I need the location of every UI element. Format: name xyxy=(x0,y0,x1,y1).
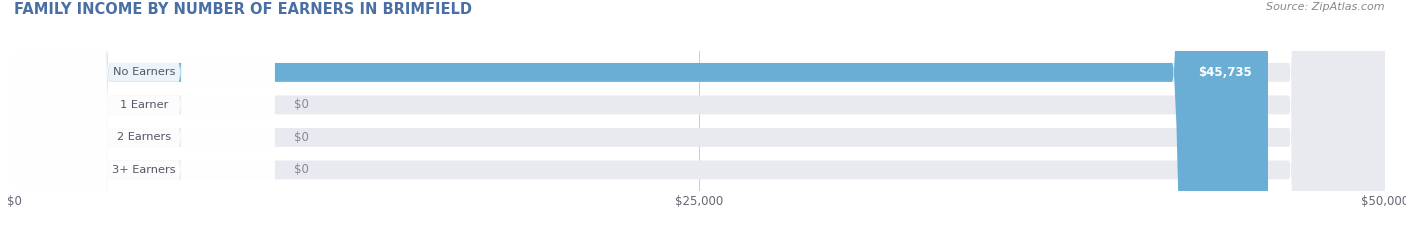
FancyBboxPatch shape xyxy=(14,0,274,233)
Text: $45,735: $45,735 xyxy=(1198,66,1251,79)
FancyBboxPatch shape xyxy=(14,0,1385,233)
FancyBboxPatch shape xyxy=(14,0,274,233)
FancyBboxPatch shape xyxy=(14,0,274,233)
FancyBboxPatch shape xyxy=(14,0,1268,233)
Text: No Earners: No Earners xyxy=(112,67,176,77)
FancyBboxPatch shape xyxy=(14,0,1385,233)
Text: 2 Earners: 2 Earners xyxy=(117,132,172,142)
FancyBboxPatch shape xyxy=(14,0,274,233)
Text: Source: ZipAtlas.com: Source: ZipAtlas.com xyxy=(1267,2,1385,12)
Text: $0: $0 xyxy=(294,98,308,111)
Text: 3+ Earners: 3+ Earners xyxy=(112,165,176,175)
Text: $0: $0 xyxy=(294,163,308,176)
FancyBboxPatch shape xyxy=(14,0,1385,233)
Text: $0: $0 xyxy=(294,131,308,144)
Text: FAMILY INCOME BY NUMBER OF EARNERS IN BRIMFIELD: FAMILY INCOME BY NUMBER OF EARNERS IN BR… xyxy=(14,2,472,17)
FancyBboxPatch shape xyxy=(14,0,1385,233)
Text: 1 Earner: 1 Earner xyxy=(120,100,169,110)
